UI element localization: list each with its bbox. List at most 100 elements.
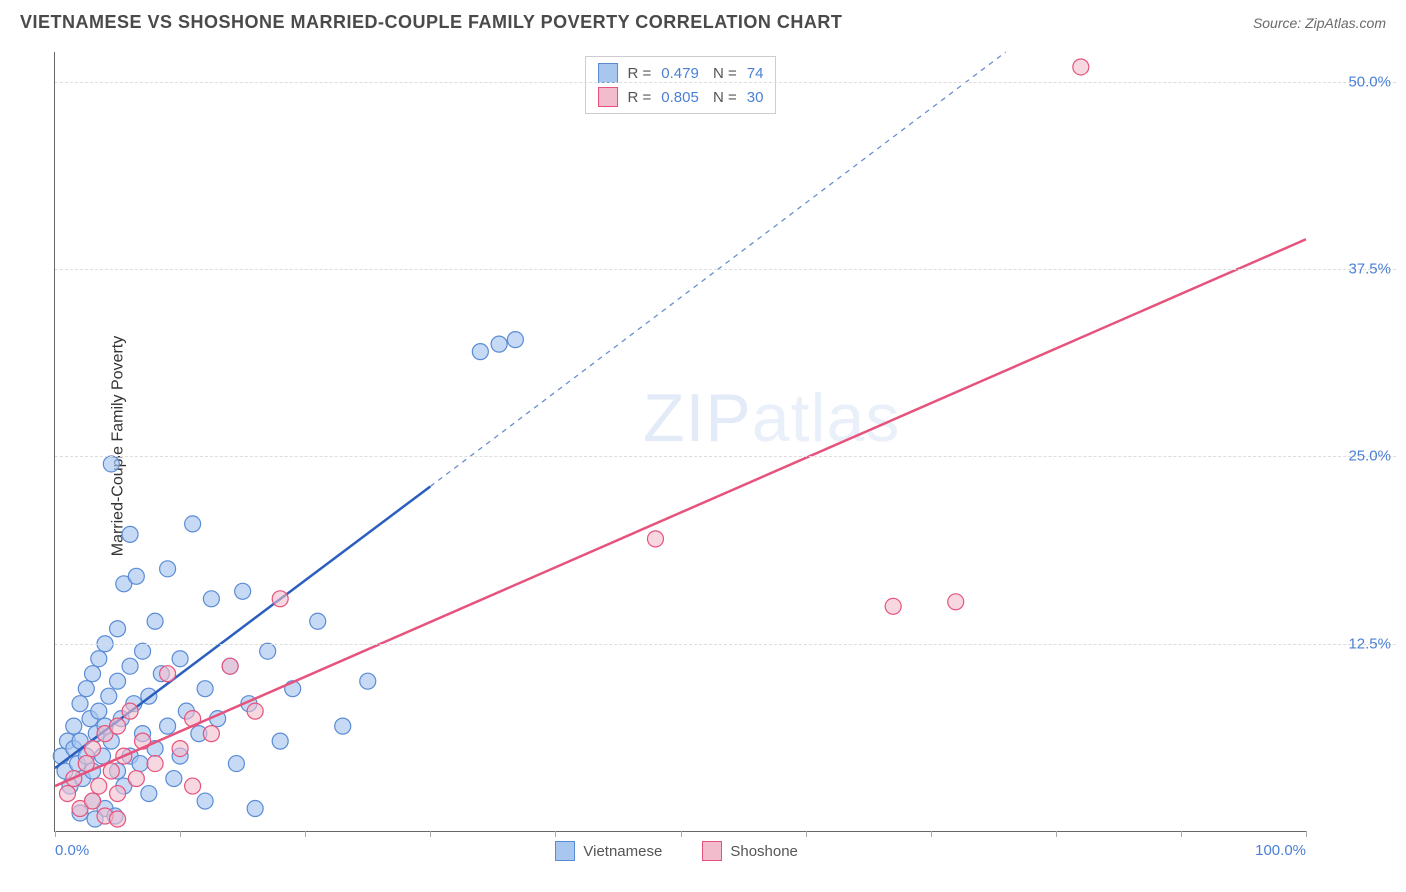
x-tick	[305, 831, 306, 837]
stat-r-label: R =	[628, 89, 652, 106]
scatter-point	[147, 613, 163, 629]
legend-swatch-vietnamese	[555, 841, 575, 861]
scatter-point	[141, 786, 157, 802]
scatter-point	[160, 718, 176, 734]
x-tick	[430, 831, 431, 837]
scatter-point	[247, 801, 263, 817]
scatter-point	[103, 456, 119, 472]
scatter-point	[166, 771, 182, 787]
scatter-point	[235, 583, 251, 599]
legend-swatch-shoshone	[702, 841, 722, 861]
stat-n-label: N =	[709, 65, 737, 82]
y-tick-label: 37.5%	[1348, 261, 1391, 278]
scatter-point	[260, 643, 276, 659]
stats-legend-box: R = 0.479 N = 74 R = 0.805 N = 30	[585, 56, 777, 114]
scatter-point	[491, 336, 507, 352]
scatter-point	[948, 594, 964, 610]
y-tick-label: 25.0%	[1348, 448, 1391, 465]
x-tick-label: 100.0%	[1255, 842, 1306, 859]
y-tick-label: 12.5%	[1348, 635, 1391, 652]
scatter-point	[122, 658, 138, 674]
scatter-point	[78, 681, 94, 697]
grid-line	[55, 82, 1396, 83]
stat-r-shoshone: 0.805	[661, 89, 699, 106]
scatter-point	[132, 756, 148, 772]
scatter-point	[228, 756, 244, 772]
swatch-vietnamese	[598, 63, 618, 83]
x-tick	[931, 831, 932, 837]
legend-label-vietnamese: Vietnamese	[583, 843, 662, 860]
scatter-point	[110, 786, 126, 802]
x-tick-label: 0.0%	[55, 842, 89, 859]
legend-label-shoshone: Shoshone	[730, 843, 798, 860]
bottom-legend: Vietnamese Shoshone	[555, 841, 798, 861]
scatter-point	[85, 741, 101, 757]
scatter-point	[110, 718, 126, 734]
x-tick	[55, 831, 56, 837]
scatter-point	[66, 718, 82, 734]
x-tick	[180, 831, 181, 837]
scatter-point	[122, 703, 138, 719]
stats-row-shoshone: R = 0.805 N = 30	[598, 85, 764, 109]
chart-plot-area: ZIPatlas R = 0.479 N = 74 R = 0.805 N = …	[54, 52, 1306, 832]
scatter-point	[91, 778, 107, 794]
scatter-point	[472, 344, 488, 360]
chart-title: VIETNAMESE VS SHOSHONE MARRIED-COUPLE FA…	[20, 12, 842, 33]
stat-n-vietnamese: 74	[747, 65, 764, 82]
scatter-point	[160, 666, 176, 682]
scatter-point	[85, 666, 101, 682]
scatter-point	[507, 332, 523, 348]
chart-source: Source: ZipAtlas.com	[1253, 15, 1386, 31]
scatter-point	[185, 778, 201, 794]
scatter-point	[72, 696, 88, 712]
x-tick	[681, 831, 682, 837]
scatter-point	[128, 568, 144, 584]
trend-line	[55, 239, 1306, 786]
scatter-point	[203, 726, 219, 742]
plot-svg	[55, 52, 1306, 831]
scatter-point	[172, 741, 188, 757]
scatter-point	[335, 718, 351, 734]
scatter-point	[110, 811, 126, 827]
scatter-point	[110, 673, 126, 689]
scatter-point	[160, 561, 176, 577]
x-tick	[1056, 831, 1057, 837]
x-tick	[806, 831, 807, 837]
scatter-point	[1073, 59, 1089, 75]
scatter-point	[197, 681, 213, 697]
y-tick-label: 50.0%	[1348, 73, 1391, 90]
swatch-shoshone	[598, 87, 618, 107]
x-tick	[555, 831, 556, 837]
scatter-point	[135, 643, 151, 659]
stat-r-vietnamese: 0.479	[661, 65, 699, 82]
grid-line	[55, 456, 1396, 457]
scatter-point	[91, 651, 107, 667]
scatter-point	[203, 591, 219, 607]
scatter-point	[647, 531, 663, 547]
scatter-point	[101, 688, 117, 704]
legend-item-shoshone: Shoshone	[702, 841, 798, 861]
scatter-point	[247, 703, 263, 719]
stat-r-label: R =	[628, 65, 652, 82]
scatter-point	[222, 658, 238, 674]
scatter-point	[197, 793, 213, 809]
scatter-point	[85, 793, 101, 809]
grid-line	[55, 644, 1396, 645]
scatter-point	[885, 598, 901, 614]
legend-item-vietnamese: Vietnamese	[555, 841, 662, 861]
scatter-point	[360, 673, 376, 689]
scatter-point	[103, 763, 119, 779]
scatter-point	[91, 703, 107, 719]
scatter-point	[172, 651, 188, 667]
scatter-point	[185, 516, 201, 532]
scatter-point	[110, 621, 126, 637]
scatter-point	[122, 526, 138, 542]
x-tick	[1306, 831, 1307, 837]
scatter-point	[310, 613, 326, 629]
scatter-point	[272, 733, 288, 749]
scatter-point	[128, 771, 144, 787]
grid-line	[55, 269, 1396, 270]
x-tick	[1181, 831, 1182, 837]
scatter-point	[147, 756, 163, 772]
scatter-point	[60, 786, 76, 802]
